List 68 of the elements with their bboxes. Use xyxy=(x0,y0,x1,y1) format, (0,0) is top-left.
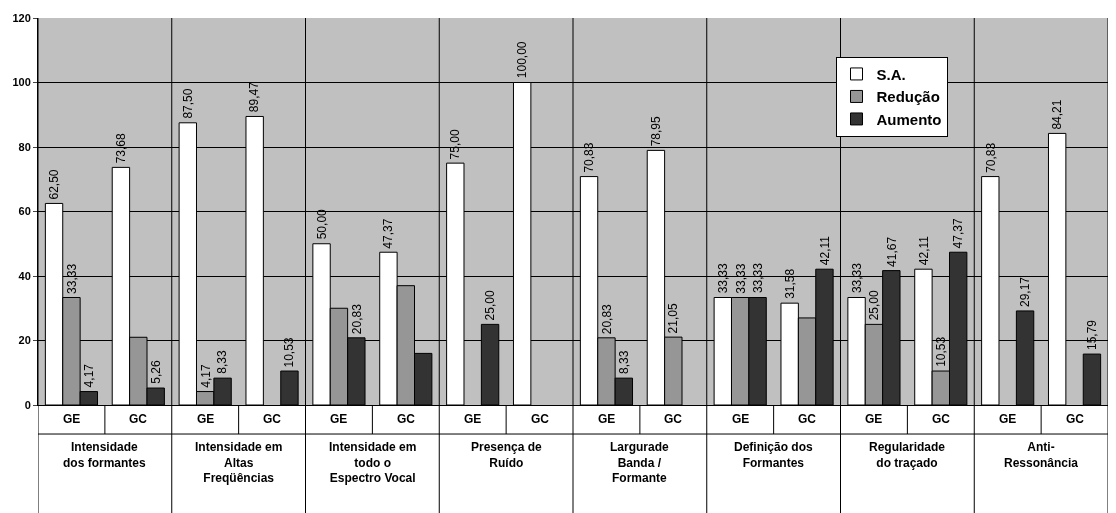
x-tick-label: GE xyxy=(999,412,1017,426)
text: Intensidade dos formantes xyxy=(63,440,147,470)
data-label: 10,53 xyxy=(282,337,297,368)
x-tick-label: GE xyxy=(63,412,81,426)
x-tick-label: GC xyxy=(263,412,282,426)
y-tick-label: 80 xyxy=(18,140,31,153)
x-tick-label: GE xyxy=(865,412,883,426)
legend-label: Aumento xyxy=(876,110,942,128)
data-label: 15,79 xyxy=(1084,319,1099,351)
data-label: 47,37 xyxy=(381,218,396,249)
y-tick-label: 120 xyxy=(12,11,31,24)
data-label: 21,05 xyxy=(666,303,681,334)
data-label: 70,83 xyxy=(582,142,597,173)
legend-label: Redução xyxy=(876,88,940,106)
data-label: 8,33 xyxy=(616,350,631,374)
text: Intensidade em todo o Espectro Vocal xyxy=(329,440,417,486)
data-label: 4,17 xyxy=(198,364,213,388)
data-label: 73,68 xyxy=(113,132,128,164)
x-tick-label: GC xyxy=(531,412,550,426)
data-label: 10,53 xyxy=(933,336,948,367)
data-label: 62,50 xyxy=(46,169,61,200)
text: Regularidade do traçado xyxy=(869,440,946,470)
data-label: 33,33 xyxy=(850,262,865,294)
y-tick-label: 20 xyxy=(18,334,31,347)
y-tick-label: 40 xyxy=(18,269,31,282)
data-label: 33,33 xyxy=(733,263,748,294)
x-tick-label: GC xyxy=(798,412,817,426)
text: Definição dos Formantes xyxy=(734,440,814,470)
data-label: 25,00 xyxy=(482,290,497,321)
data-label: 33,33 xyxy=(716,262,731,294)
data-label: 8,33 xyxy=(215,350,230,374)
y-tick-label: 0 xyxy=(24,398,31,411)
data-label: 33,33 xyxy=(751,262,766,294)
x-tick-label: GC xyxy=(932,412,951,426)
x-tick-label: GC xyxy=(129,412,148,426)
x-tick-label: GE xyxy=(197,412,215,426)
data-label: 87,50 xyxy=(180,88,195,119)
data-label: 33,33 xyxy=(64,263,79,294)
text: Largurade Banda / Formante xyxy=(610,440,670,486)
x-tick-label: GC xyxy=(397,412,416,426)
data-label: 89,47 xyxy=(247,81,262,113)
x-tick-label: GE xyxy=(330,412,348,426)
data-label: 20,83 xyxy=(599,303,614,335)
x-tick-label: GE xyxy=(464,412,482,426)
data-label: 20,83 xyxy=(349,303,364,335)
text: Intensidade em Altas Freqüências xyxy=(195,440,283,486)
data-label: 78,95 xyxy=(648,115,663,147)
x-tick-label: GE xyxy=(732,412,750,426)
y-tick-label: 100 xyxy=(12,76,31,89)
data-label: 29,17 xyxy=(1018,276,1033,308)
data-label: 84,21 xyxy=(1049,99,1064,130)
data-label: 31,58 xyxy=(782,268,797,299)
data-label: 42,11 xyxy=(817,235,832,266)
data-label: 41,67 xyxy=(884,236,899,267)
data-label: 50,00 xyxy=(314,208,329,240)
text: Anti-Ressonância xyxy=(1004,440,1079,470)
text: Presença de Ruído xyxy=(471,440,543,470)
data-label: 47,37 xyxy=(950,218,965,249)
data-label: 42,11 xyxy=(916,235,931,266)
x-tick-label: GC xyxy=(1066,412,1085,426)
x-tick-label: GC xyxy=(664,412,683,426)
data-label: 100,00 xyxy=(515,41,530,79)
data-label: 4,17 xyxy=(82,363,97,388)
data-label: 5,26 xyxy=(148,360,163,384)
x-tick-label: GE xyxy=(598,412,616,426)
y-tick-label: 60 xyxy=(18,205,31,218)
data-label: 25,00 xyxy=(866,289,881,321)
legend-label: S.A. xyxy=(876,65,906,83)
